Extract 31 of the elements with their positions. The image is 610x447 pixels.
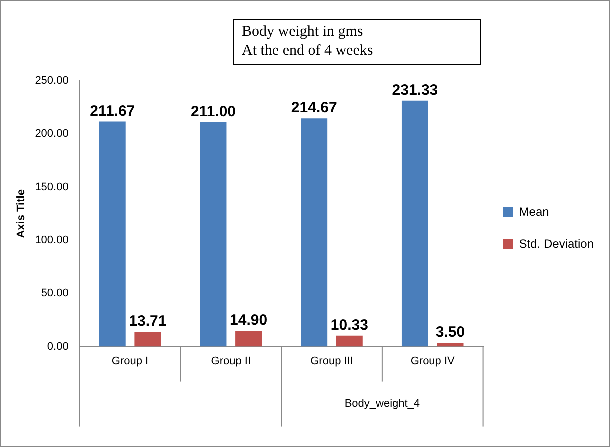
y-tick-label: 200.00 [35,128,69,140]
text: Body_weight_4 [344,398,420,410]
y-axis-title: Axis Title [16,190,28,238]
text: 14.90 [230,312,268,329]
y-tick-label: 150.00 [35,181,69,194]
x-tick-label: Group II [211,355,252,368]
x-tick-label: Group I [112,355,149,368]
x-tick-label: Group IV [410,355,456,368]
chart-title: Body weight in gms At the end of 4 weeks [233,19,481,65]
y-tick-label: 50.00 [41,288,69,300]
bar [200,122,227,347]
x-tick-label: Group III [310,355,354,368]
text: 3.50 [436,324,466,342]
bar [236,330,262,347]
text: 13.71 [129,313,167,330]
bar [437,343,464,347]
bar [301,118,328,347]
text: 211.00 [190,103,236,120]
y-tick-label: 0.00 [47,340,69,353]
legend-label: Mean [519,204,550,219]
legend-label: Std. Deviation [519,236,594,251]
y-tick-label: 250.00 [35,75,69,88]
y-tick-label: 100.00 [35,234,69,247]
bar [336,336,363,347]
bar [99,122,126,347]
text: 231.33 [392,82,438,99]
bar [134,332,162,347]
bar [402,100,428,347]
text: 214.67 [291,100,338,117]
text: 10.33 [330,316,368,334]
text: 211.67 [90,102,136,120]
